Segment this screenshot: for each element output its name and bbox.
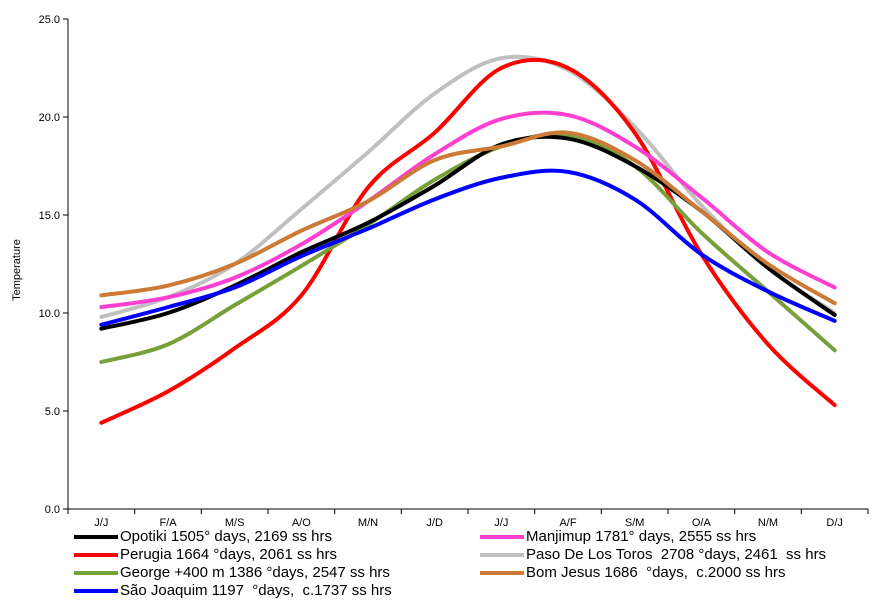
legend-swatch (480, 552, 524, 557)
series-line (99, 110, 837, 310)
x-tick-label: M/N (358, 517, 378, 528)
x-tick-label: J/J (494, 517, 508, 528)
legend-swatch (74, 534, 118, 539)
x-tick-label: M/S (225, 517, 245, 528)
x-tick-label: O/A (692, 517, 712, 528)
legend-label: George +400 m 1386 °days, 2547 ss hrs (120, 564, 390, 581)
x-tick-label: D/J (826, 517, 843, 528)
y-tick-label: 15.0 (39, 210, 60, 222)
legend-swatch (74, 570, 118, 575)
legend-item: Perugia 1664 °days, 2061 ss hrs (74, 546, 337, 563)
legend-item: Manjimup 1781° days, 2555 ss hrs (480, 528, 756, 545)
legend-label: Bom Jesus 1686 °days, c.2000 ss hrs (526, 564, 786, 581)
legend-item: Bom Jesus 1686 °days, c.2000 ss hrs (480, 564, 785, 581)
legend-label: Opotiki 1505° days, 2169 ss hrs (120, 528, 332, 545)
legend-item: São Joaquim 1197 °days, c.1737 ss hrs (74, 582, 392, 599)
legend-label: Manjimup 1781° days, 2555 ss hrs (526, 528, 757, 545)
line-chart: 0.0 5.0 10.0 15.0 20.0 25.0 J/J F/A M/S A/O M/N J/D… (11, 14, 869, 528)
series-line (99, 58, 837, 425)
legend-label: Perugia 1664 °days, 2061 ss hrs (120, 546, 337, 563)
y-tick-label: 20.0 (39, 112, 60, 124)
series-layer (99, 54, 837, 425)
x-tick-label: J/J (94, 517, 108, 528)
legend-item: Paso De Los Toros 2708 °days, 2461 ss hr… (480, 546, 826, 563)
x-tick-label: F/A (159, 517, 177, 528)
series-line (99, 130, 837, 306)
x-tick-label: A/F (559, 517, 576, 528)
legend-swatch (480, 570, 524, 575)
x-tick-label: A/O (292, 517, 311, 528)
y-axis-label: Temperature (11, 239, 23, 301)
x-tick-label: J/D (426, 517, 443, 528)
series-line (99, 168, 837, 327)
legend-label: São Joaquim 1197 °days, c.1737 ss hrs (120, 582, 392, 599)
legend-item: George +400 m 1386 °days, 2547 ss hrs (74, 564, 390, 581)
series-line (99, 134, 837, 331)
y-tick-label: 10.0 (39, 308, 60, 320)
x-tick-label: N/M (758, 517, 778, 528)
series-line (99, 131, 837, 364)
y-tick-label: 25.0 (39, 14, 60, 26)
legend-swatch (480, 534, 524, 539)
axes: 0.0 5.0 10.0 15.0 20.0 25.0 J/J F/A M/S A/O M/N J/D… (39, 14, 869, 528)
legend-swatch (74, 552, 118, 557)
x-tick-label: S/M (625, 517, 645, 528)
y-tick-label: 5.0 (45, 406, 60, 418)
legend: Opotiki 1505° days, 2169 ss hrs Manjimup … (74, 528, 874, 602)
legend-item: Opotiki 1505° days, 2169 ss hrs (74, 528, 332, 545)
y-tick-label: 0.0 (45, 504, 60, 516)
legend-label: Paso De Los Toros 2708 °days, 2461 ss hr… (526, 546, 827, 563)
legend-swatch (74, 588, 118, 593)
